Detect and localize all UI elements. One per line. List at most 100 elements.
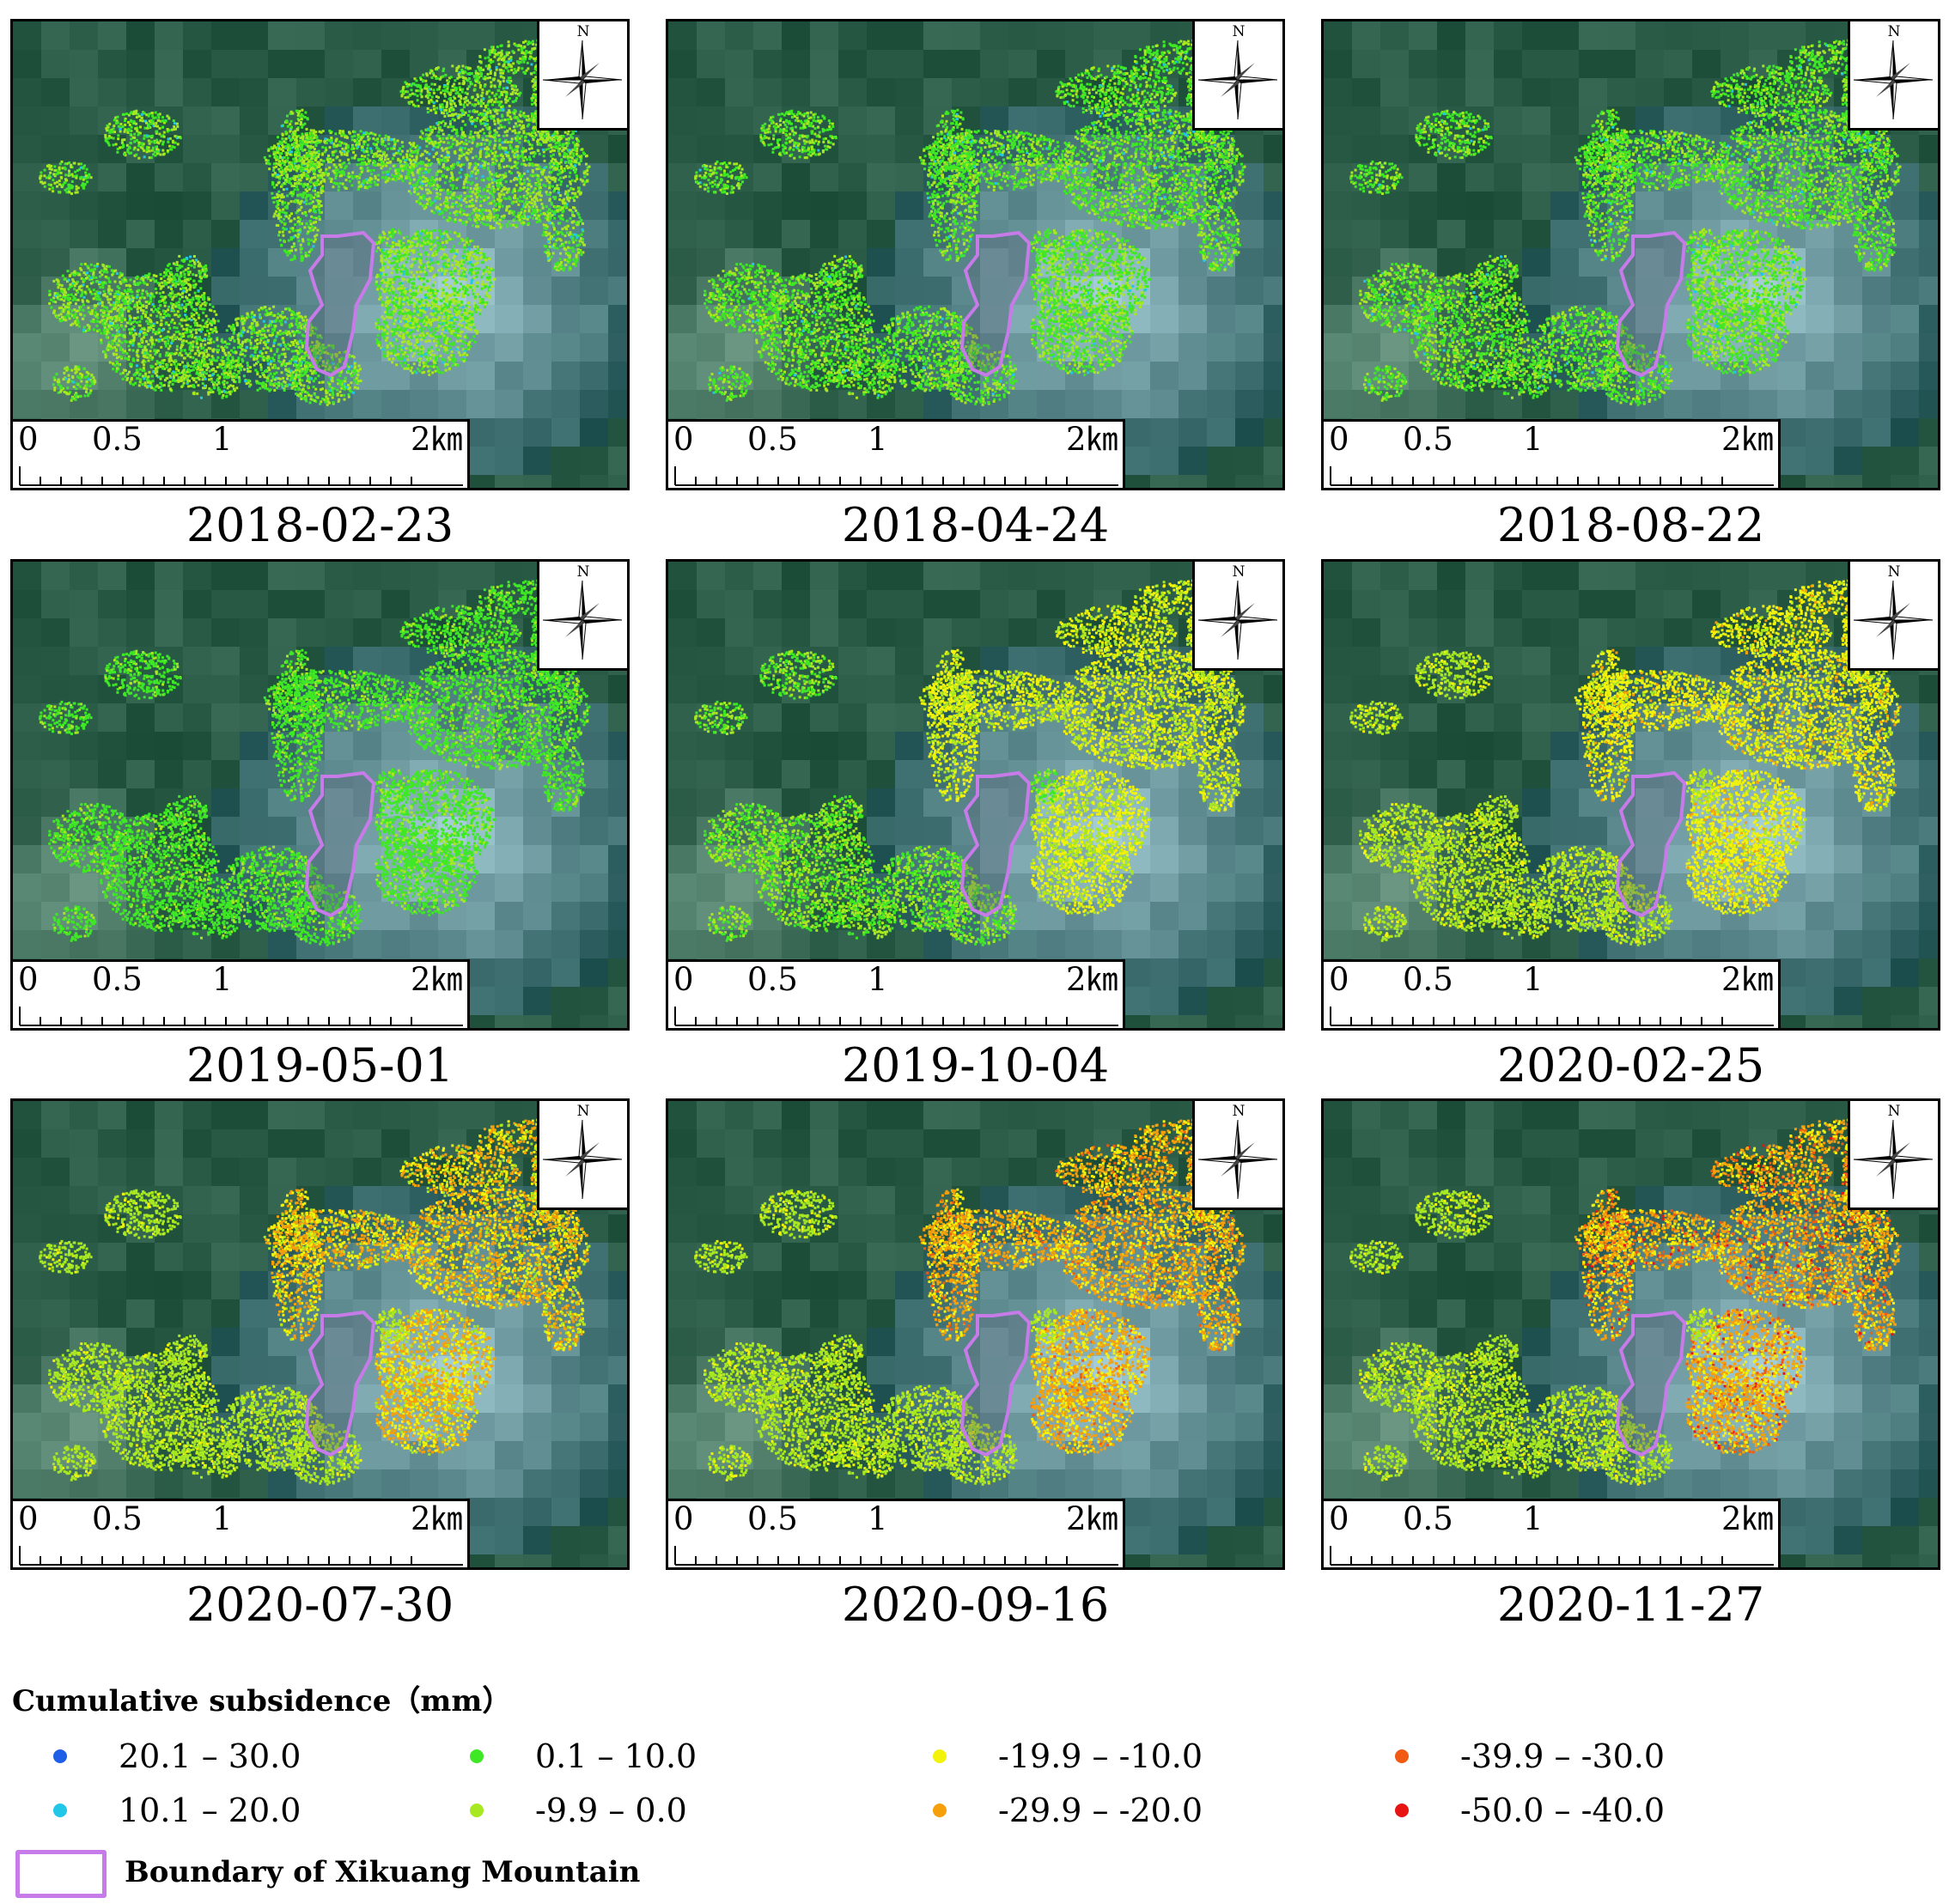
subsidence-point [498,138,501,141]
subsidence-point [454,79,456,82]
subsidence-point [357,136,360,138]
subsidence-point [411,100,413,103]
subsidence-point [476,252,478,254]
subsidence-point [435,197,437,199]
subsidence-point [447,363,449,366]
subsidence-point [502,135,505,137]
subsidence-point [328,139,331,142]
subsidence-point [155,125,157,127]
subsidence-point [463,213,466,216]
subsidence-point [466,88,469,90]
subsidence-point [299,222,301,225]
subsidence-point [282,231,284,234]
subsidence-point [312,228,314,231]
subsidence-point [463,143,466,145]
subsidence-point [418,186,421,188]
subsidence-point [299,193,301,196]
subsidence-point [504,131,507,133]
subsidence-point [143,137,145,140]
subsidence-point [450,172,453,174]
subsidence-point [442,292,444,295]
subsidence-point [550,171,552,173]
subsidence-point [473,75,476,77]
subsidence-point [169,148,172,150]
subsidence-point [317,199,320,202]
subsidence-point [381,304,384,307]
subsidence-point [472,156,474,159]
subsidence-point [441,155,443,157]
subsidence-point [327,155,330,157]
subsidence-point [411,88,413,91]
subsidence-point [459,211,461,214]
subsidence-point [452,143,454,145]
subsidence-point [487,277,490,279]
subsidence-point [448,180,451,183]
subsidence-point [518,94,521,97]
subsidence-point [469,119,472,121]
subsidence-point [460,72,463,75]
subsidence-point [477,131,479,134]
subsidence-point [475,210,478,213]
subsidence-point [481,179,484,181]
subsidence-point [326,174,329,177]
subsidence-point [521,183,523,186]
subsidence-point [498,164,501,167]
subsidence-point [482,102,484,105]
subsidence-point [441,269,443,271]
subsidence-point [464,192,466,194]
subsidence-point [362,143,365,146]
subsidence-point [374,155,376,158]
subsidence-point [429,243,432,246]
subsidence-point [449,120,452,123]
subsidence-point [281,201,283,204]
subsidence-point [493,120,496,123]
subsidence-point [351,145,354,148]
subsidence-point [490,267,492,270]
subsidence-point [289,169,292,172]
subsidence-point [458,116,460,119]
subsidence-point [411,271,413,274]
subsidence-point [135,154,137,156]
subsidence-point [486,148,489,150]
subsidence-point [586,173,588,175]
subsidence-point [399,300,401,302]
subsidence-point [171,145,174,148]
subsidence-point [487,168,490,171]
subsidence-point [448,134,450,137]
subsidence-point [314,173,316,175]
subsidence-point [563,176,565,179]
subsidence-point [518,174,521,177]
subsidence-point [451,64,454,67]
subsidence-point [314,170,316,173]
subsidence-point [132,113,135,115]
subsidence-point [453,257,455,259]
subsidence-point [143,135,146,137]
subsidence-point [415,293,417,295]
subsidence-point [466,241,468,244]
subsidence-point [431,268,434,271]
subsidence-point [156,141,159,143]
subsidence-point [407,368,410,370]
subsidence-point [377,141,380,143]
subsidence-point [159,140,161,143]
subsidence-point [435,273,438,276]
subsidence-point [356,145,359,148]
subsidence-point [482,175,484,178]
subsidence-point [417,313,420,316]
subsidence-point [532,217,534,220]
subsidence-point [310,181,313,184]
subsidence-point [483,167,485,169]
subsidence-point [379,294,381,296]
subsidence-point [321,172,324,174]
subsidence-point [384,155,387,158]
subsidence-point [113,143,115,146]
subsidence-point [367,143,369,146]
subsidence-point [507,112,509,114]
subsidence-point [153,141,155,143]
subsidence-point [466,177,468,179]
subsidence-point [454,113,457,115]
subsidence-point [338,186,340,188]
subsidence-point [321,154,324,156]
subsidence-point [518,142,521,144]
subsidence-point [274,172,277,174]
